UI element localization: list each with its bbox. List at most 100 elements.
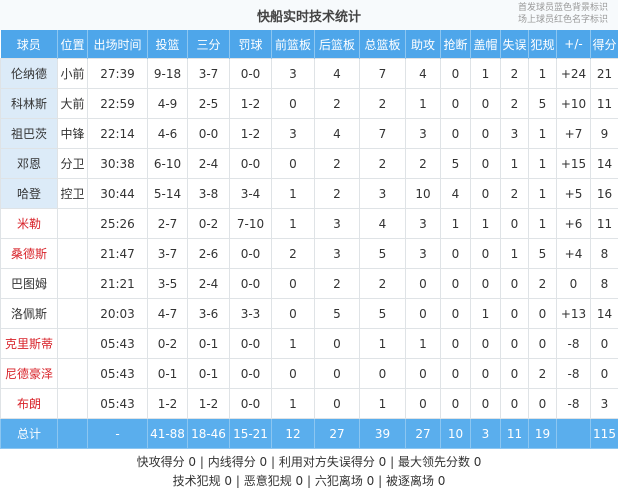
column-header: 助攻 [406,30,441,59]
stat-cell: 0 [441,299,471,329]
stat-cell: -8 [557,329,591,359]
stat-cell: 2 [360,149,406,179]
stat-cell: 0 [471,179,501,209]
stat-cell: 2 [501,179,529,209]
column-header: 出场时间 [88,30,148,59]
stat-cell: 8 [591,239,618,269]
summary-footer: 快攻得分 0 | 内线得分 0 | 利用对方失误得分 0 | 最大领先分数 0 … [0,449,618,491]
stat-cell: 22:14 [88,119,148,149]
stat-cell: 0 [471,119,501,149]
stat-cell: 4-9 [148,89,188,119]
stat-cell: 5 [360,299,406,329]
stat-cell: 3-8 [188,179,230,209]
stat-cell: 0 [471,239,501,269]
player-name[interactable]: 祖巴茨 [1,119,58,149]
player-name[interactable]: 布朗 [1,389,58,419]
stat-cell: 2 [360,269,406,299]
stat-cell: +7 [557,119,591,149]
legend-on-court: 场上球员红色名字标识 [518,14,608,26]
stat-cell: -8 [557,359,591,389]
player-name[interactable]: 巴图姆 [1,269,58,299]
player-name[interactable]: 邓恩 [1,149,58,179]
stat-cell: 2 [315,179,360,209]
stat-cell: 5 [529,89,557,119]
column-header: 罚球 [230,30,272,59]
stat-cell: 0 [441,239,471,269]
player-name[interactable]: 哈登 [1,179,58,209]
stat-cell: 1 [471,209,501,239]
stat-cell: 1 [441,209,471,239]
stat-cell: 0 [272,89,315,119]
stat-cell: 0 [529,299,557,329]
stat-cell: 3-5 [148,269,188,299]
stat-cell: 0 [591,359,618,389]
stat-cell: 0 [501,389,529,419]
stat-cell: 0-2 [188,209,230,239]
player-name[interactable]: 克里斯蒂 [1,329,58,359]
stat-cell: 0 [441,89,471,119]
stat-cell: 0 [441,389,471,419]
total-cell: 27 [315,419,360,449]
stat-cell: 5 [360,239,406,269]
stat-cell: 8 [591,269,618,299]
player-name[interactable]: 尼德豪泽 [1,359,58,389]
stat-cell: 1 [529,119,557,149]
column-header: 位置 [58,30,88,59]
stat-cell: 1 [272,209,315,239]
column-header: 失误 [501,30,529,59]
player-name[interactable]: 科林斯 [1,89,58,119]
player-name[interactable]: 桑德斯 [1,239,58,269]
stat-cell: 0 [272,269,315,299]
stat-cell: 3 [272,119,315,149]
summary-line-2: 技术犯规 0 | 恶意犯规 0 | 六犯离场 0 | 被逐离场 0 [0,472,618,491]
stat-cell: 1 [501,239,529,269]
stat-cell: 0 [406,269,441,299]
stat-cell: 2 [501,59,529,89]
stat-cell: 3-7 [148,239,188,269]
stat-cell: -8 [557,389,591,419]
stat-cell: 27:39 [88,59,148,89]
stat-cell: 1 [272,329,315,359]
title-bar: 快船实时技术统计 首发球员蓝色背景标识 场上球员红色名字标识 [0,0,618,30]
stat-cell: 0 [272,359,315,389]
stat-cell: 30:44 [88,179,148,209]
stat-cell: 0 [501,329,529,359]
stat-cell: 7 [360,119,406,149]
stat-cell: 0 [406,299,441,329]
stat-cell: 0 [441,359,471,389]
stat-cell: 2 [406,149,441,179]
stat-cell [58,299,88,329]
stat-cell: 小前 [58,59,88,89]
stat-cell: 05:43 [88,329,148,359]
stat-cell: 0 [272,149,315,179]
stat-cell: 控卫 [58,179,88,209]
stat-cell: 1 [272,179,315,209]
stat-cell: 5 [441,149,471,179]
stat-cell [58,389,88,419]
summary-line-1: 快攻得分 0 | 内线得分 0 | 利用对方失误得分 0 | 最大领先分数 0 [0,453,618,472]
player-name[interactable]: 伦纳德 [1,59,58,89]
stat-cell: 0 [591,329,618,359]
stat-cell: 30:38 [88,149,148,179]
player-name[interactable]: 洛佩斯 [1,299,58,329]
stat-cell: 0 [501,269,529,299]
stat-cell: 21:21 [88,269,148,299]
stat-cell: 0 [471,89,501,119]
stat-cell: 2-7 [148,209,188,239]
total-cell: 12 [272,419,315,449]
stat-cell: 0 [360,359,406,389]
player-name[interactable]: 米勒 [1,209,58,239]
box-score-table: 球员位置出场时间投篮三分罚球前篮板后篮板总篮板助攻抢断盖帽失误犯规+/-得分 伦… [0,30,618,449]
stat-cell: 0 [501,299,529,329]
column-header: 球员 [1,30,58,59]
stat-cell [58,209,88,239]
stat-cell: 3 [406,209,441,239]
stat-cell: 2 [315,269,360,299]
stat-cell: 0 [471,269,501,299]
